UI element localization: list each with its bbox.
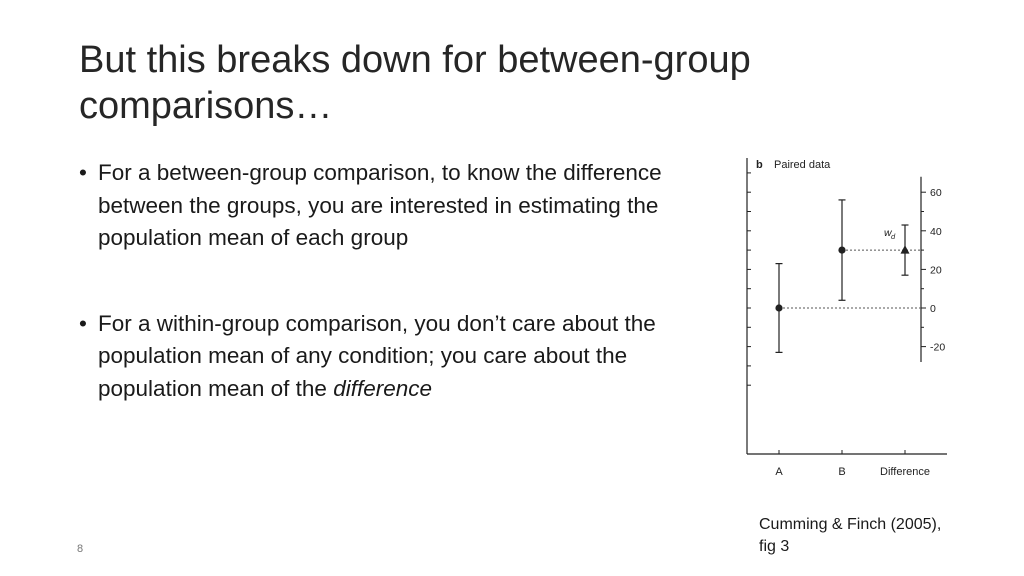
right-tick-label: 40 — [930, 226, 942, 238]
bullet-symbol: • — [79, 310, 87, 336]
x-tick-label-a: A — [775, 466, 783, 478]
figure-caption: Cumming & Finch (2005), fig 3 — [759, 516, 942, 555]
point-b-mean-marker — [838, 246, 846, 254]
x-tick-label-b: B — [838, 466, 845, 478]
bullet-list: • For a between-group comparison, to kno… — [79, 157, 699, 405]
bullet-emphasis: difference — [333, 375, 432, 401]
bullet-item-between-group: • For a between-group comparison, to kno… — [79, 157, 699, 255]
slide-title: But this breaks down for between-group c… — [79, 39, 751, 127]
right-tick-label: 0 — [930, 303, 936, 315]
bullet-text: For a within-group comparison, you don’t… — [98, 310, 656, 401]
x-tick-label-difference: Difference — [880, 466, 930, 478]
bullet-item-within-group: • For a within-group comparison, you don… — [79, 308, 699, 406]
panel-letter: b — [756, 159, 763, 171]
point-a-mean-marker — [775, 304, 783, 312]
paired-data-chart: A B Difference b Paired data 60 40 20 0 -20 w d — [746, 158, 947, 478]
paired-data-figure: A B Difference b Paired data 60 40 20 0 -20 w d — [735, 148, 965, 488]
bullet-text: For a between-group comparison, to know … — [98, 160, 662, 250]
right-tick-label: -20 — [930, 342, 945, 354]
chart-title: Paired data — [774, 159, 831, 171]
wd-annotation: w — [884, 227, 893, 239]
right-tick-label: 60 — [930, 187, 942, 199]
page-number: 8 — [77, 543, 84, 555]
bullet-symbol: • — [79, 160, 87, 185]
wd-annotation-subscript: d — [891, 232, 896, 241]
right-tick-label: 20 — [930, 264, 942, 276]
point-difference-mean-marker — [900, 245, 910, 254]
